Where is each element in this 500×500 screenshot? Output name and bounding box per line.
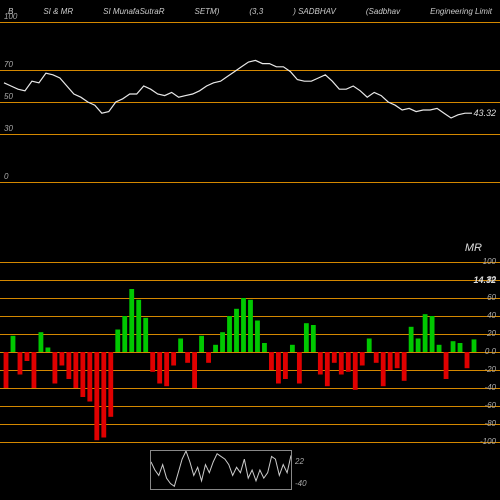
current-value: 14.32 <box>473 275 496 285</box>
mr-label: MR <box>465 242 482 254</box>
thumb-label: -40 <box>295 479 307 488</box>
y-axis-label: 100 <box>4 12 17 21</box>
header: B SI & MR SI MunafaSutraR SETM) (3,3 ) S… <box>0 0 500 22</box>
header-item: SETM) <box>195 7 220 16</box>
header-item: (3,3 <box>249 7 263 16</box>
header-item: ) SADBHAV <box>293 7 336 16</box>
upper-rsi-chart: 100705030043.32 <box>0 22 500 182</box>
lower-mr-chart: 100806040200 0-20-40-60-80-10014.32 <box>0 262 500 442</box>
thumb-label: 22 <box>295 457 304 466</box>
thumbnail-chart: 22-40 <box>150 450 292 490</box>
current-value: 43.32 <box>473 108 496 118</box>
header-item: SI MunafaSutraR <box>103 7 164 16</box>
header-item: Engineering Limit <box>430 7 492 16</box>
header-item: SI & MR <box>43 7 73 16</box>
header-item: (Sadbhav <box>366 7 400 16</box>
